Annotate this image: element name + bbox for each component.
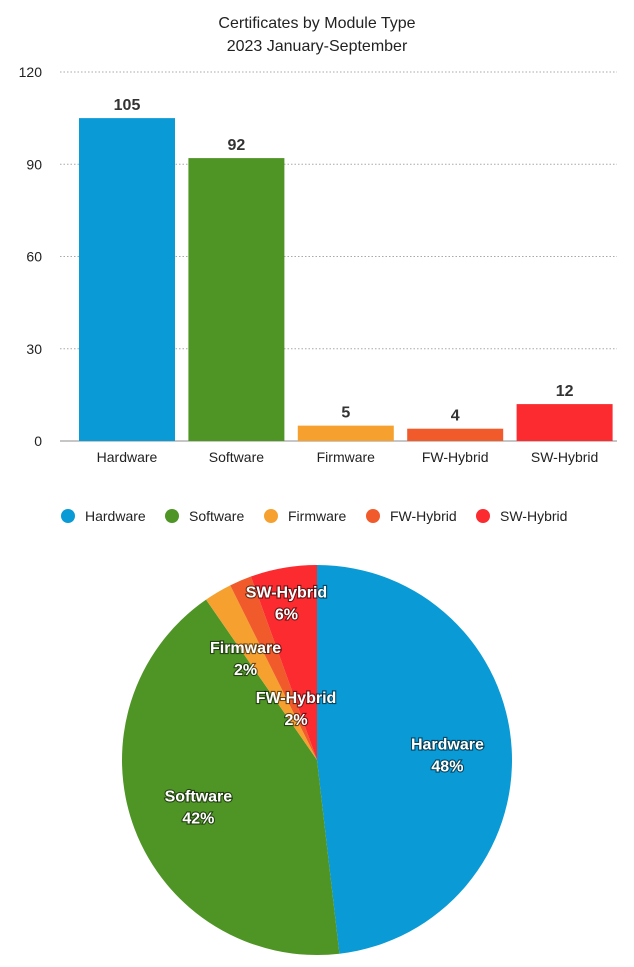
legend-swatch <box>366 509 380 523</box>
bar-value-label: 92 <box>228 137 246 154</box>
pie-percent-label: 2% <box>234 662 257 679</box>
x-tick-label: FW-Hybrid <box>422 449 489 465</box>
y-tick-label: 120 <box>19 64 43 80</box>
legend-label: Firmware <box>288 508 347 524</box>
legend: Hardware Software Firmware FW-Hybrid SW-Hybr… <box>61 508 567 524</box>
pie-slice <box>317 565 512 954</box>
bar <box>516 404 613 441</box>
legend-label: SW-Hybrid <box>500 508 567 524</box>
pie-percent-label: 6% <box>275 607 298 624</box>
legend-label: FW-Hybrid <box>390 508 457 524</box>
legend-swatch <box>264 509 278 523</box>
pie-chart: Hardware 48% Software 42% Firmware 2% FW-Hybri… <box>122 565 512 955</box>
y-tick-label: 60 <box>26 249 42 265</box>
chart-subtitle: 2023 January-September <box>227 38 408 55</box>
pie-slice <box>230 576 317 760</box>
legend-label: Hardware <box>85 508 146 524</box>
bar <box>79 118 175 441</box>
bar-value-label: 12 <box>556 383 574 400</box>
x-tick-label: Software <box>209 449 264 465</box>
pie-percent-label: 2% <box>284 712 307 729</box>
pie-slice <box>122 599 340 955</box>
pie-slice-label: FW-Hybrid <box>256 690 337 707</box>
bar-value-label: 5 <box>341 405 350 422</box>
chart-title: Certificates by Module Type <box>218 15 415 32</box>
legend-swatch <box>165 509 179 523</box>
bar-value-label: 105 <box>114 97 141 114</box>
bar-value-label: 4 <box>451 408 460 425</box>
pie-slice-label: Firmware <box>210 640 281 657</box>
legend-label: Software <box>189 508 244 524</box>
y-tick-label: 90 <box>26 156 42 172</box>
pie-slice <box>250 565 317 760</box>
bar <box>188 158 285 441</box>
pie-percent-label: 42% <box>182 811 214 828</box>
bar <box>407 428 504 441</box>
legend-swatch <box>61 509 75 523</box>
x-tick-label: Firmware <box>317 449 376 465</box>
y-tick-label: 0 <box>34 433 42 449</box>
y-tick-label: 30 <box>26 341 42 357</box>
pie-slice <box>206 585 317 760</box>
legend-swatch <box>476 509 490 523</box>
pie-slice-label: Hardware <box>411 736 484 753</box>
x-tick-label: Hardware <box>97 449 158 465</box>
pie-percent-label: 48% <box>431 758 463 775</box>
pie-slice-label: SW-Hybrid <box>246 585 327 602</box>
pie-slice-label: Software <box>165 789 233 806</box>
bar-chart: 0 30 60 90 120 105 Hardware 92 Software 5 Firmware… <box>19 64 617 465</box>
bar <box>297 425 394 441</box>
x-tick-label: SW-Hybrid <box>531 449 598 465</box>
